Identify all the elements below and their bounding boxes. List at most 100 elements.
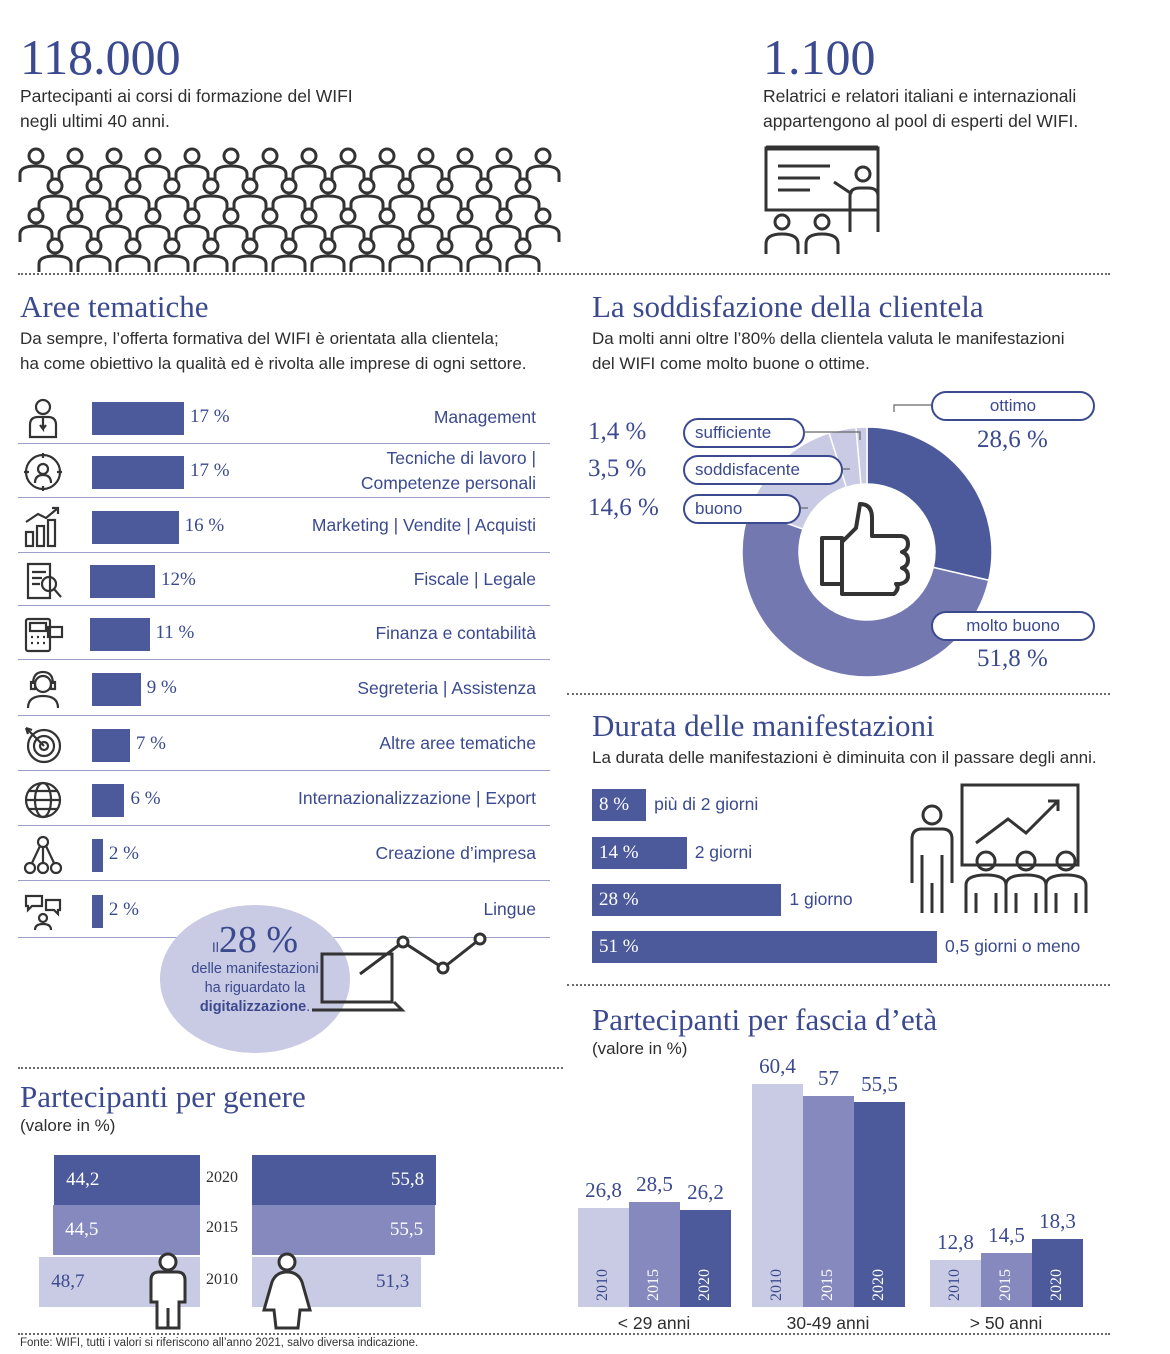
participants-text: Partecipanti ai corsi di formazione del … [20,86,353,131]
gender-bar-left: 44,5 [53,1205,200,1255]
area-row: 6 % Internazionalizzazione | Export [18,773,550,826]
donut-slice [866,426,993,582]
area-row: 7 % Altre aree tematiche [18,718,550,771]
document-magnifier-icon [26,562,62,599]
participants-number: 118.000 [20,29,181,85]
area-label: Segreteria | Assistenza [357,676,536,701]
area-bar [92,894,103,928]
areas-title: Aree tematiche [20,289,209,324]
area-bar [92,783,125,817]
area-label-line: Segreteria | Assistenza [357,677,536,698]
duration-label: più di 2 giorni [654,794,759,814]
area-bar [92,402,184,435]
divider [567,693,1110,695]
satisfaction-subtitle: Da molti anni oltre l’80% della clientel… [592,329,1065,373]
area-label-line: Creazione d’impresa [375,843,537,863]
age-bar [930,1259,981,1307]
area-value-label: 16 % [184,514,225,536]
age-value-label: 18,3 [1039,1209,1076,1234]
area-value-label: 2 % [108,842,139,864]
age-bar-year: 2020 [1048,1269,1065,1301]
gender-year-label: 2010 [206,1271,238,1288]
duration-bar: 51 % [592,931,937,963]
thumbs-up-icon [820,502,910,596]
area-label-line: Management [433,406,536,427]
digital-text: Il28 % delle manifestazioni ha riguardat… [191,919,319,1015]
duration-label: 1 giorno [789,889,853,909]
area-row: 9 % Segreteria | Assistenza [18,662,550,716]
gender-bar-right: 55,8 [252,1155,437,1205]
age-value-label: 12,8 [937,1229,974,1254]
gender-bar-left: 44,2 [54,1155,200,1205]
duration-bar: 28 % [592,884,782,916]
area-value-label: 6 % [130,787,161,809]
area-row: 17 % Tecniche di lavoro | Competenze perso… [18,445,550,498]
footer-source: Fonte: WIFI, tutti i valori si riferisco… [20,1337,419,1349]
experts-text: Relatrici e relatori italiani e internaz… [763,86,1079,131]
age-bar-year: 2010 [768,1269,785,1301]
head-gear-icon [24,452,62,491]
age-bar [578,1207,629,1307]
age-bar [803,1096,854,1307]
duration-bar: 8 % [592,789,647,821]
globe-icon [24,781,62,818]
areas-subtitle: Da sempre, l’offerta formativa del WIFI … [20,329,527,373]
donut-category-label: molto buono [931,611,1095,641]
area-label: Management [434,405,536,430]
area-value-label: 2 % [108,898,139,920]
area-label-line: Internazionalizzazione | Export [297,788,536,808]
area-bar [90,618,150,651]
area-label-line: Lingue [483,899,536,919]
area-label-line: Finanza e contabilità [375,622,536,643]
age-value-label: 26,2 [687,1180,724,1205]
divider [18,1067,563,1069]
area-row: 2 % Creazione d’impresa [18,828,550,881]
donut-value-label: 28,6 % [977,426,1048,453]
gender-year-label: 2020 [206,1169,238,1186]
age-value-label: 26,8 [585,1177,622,1202]
divider [567,984,1110,986]
area-label-line: Competenze personali [360,472,536,493]
satisfaction-title: La soddisfazione della clientela [592,289,984,324]
area-value-label: 12% [160,568,196,590]
male-icon [149,1252,187,1330]
age-bar [629,1201,680,1307]
age-bar-year: 2020 [870,1269,887,1301]
donut-category-label: sufficiente [683,418,805,448]
calculator-card-icon [24,617,64,653]
area-label-line: Marketing | Vendite | Acquisti [311,515,536,535]
age-bar-year: 2020 [696,1269,713,1301]
age-bar [680,1210,731,1307]
area-label: Creazione d’impresa [376,841,537,866]
age-bar [1032,1239,1083,1307]
age-bar-year: 2015 [819,1269,836,1301]
presenter-icon [764,145,880,254]
age-bar-year: 2015 [645,1269,662,1301]
donut-slice [855,426,868,486]
age-bar [981,1253,1032,1307]
age-group-label: < 29 anni [617,1313,691,1333]
area-value-label: 17 % [190,459,230,481]
age-value-label: 57 [818,1066,839,1091]
gender-year-label: 2015 [206,1219,238,1236]
area-label-line: Fiscale | Legale [413,569,536,589]
divider [18,273,1110,275]
area-bar [92,838,103,872]
donut-category-label: soddisfacente [683,455,843,485]
area-bar [92,455,184,489]
target-icon [24,726,62,763]
age-bar-year: 2010 [594,1269,611,1301]
area-label: Lingue [483,897,536,922]
donut-value-label: 14,6 % [588,494,659,521]
area-bar [90,564,155,598]
age-bar-year: 2010 [946,1269,963,1301]
laptop-trend-icon [312,932,487,1012]
female-icon [262,1252,312,1330]
area-value-label: 11 % [155,622,195,643]
donut-value-label: 1,4 % [588,418,647,445]
area-row: 12% Fiscale | Legale [18,555,550,606]
digital-bubble [160,905,350,1053]
presentation-audience-icon [910,783,1088,913]
area-label-line: Altre aree tematiche [379,733,536,753]
area-label: Internazionalizzazione | Export [298,786,536,811]
